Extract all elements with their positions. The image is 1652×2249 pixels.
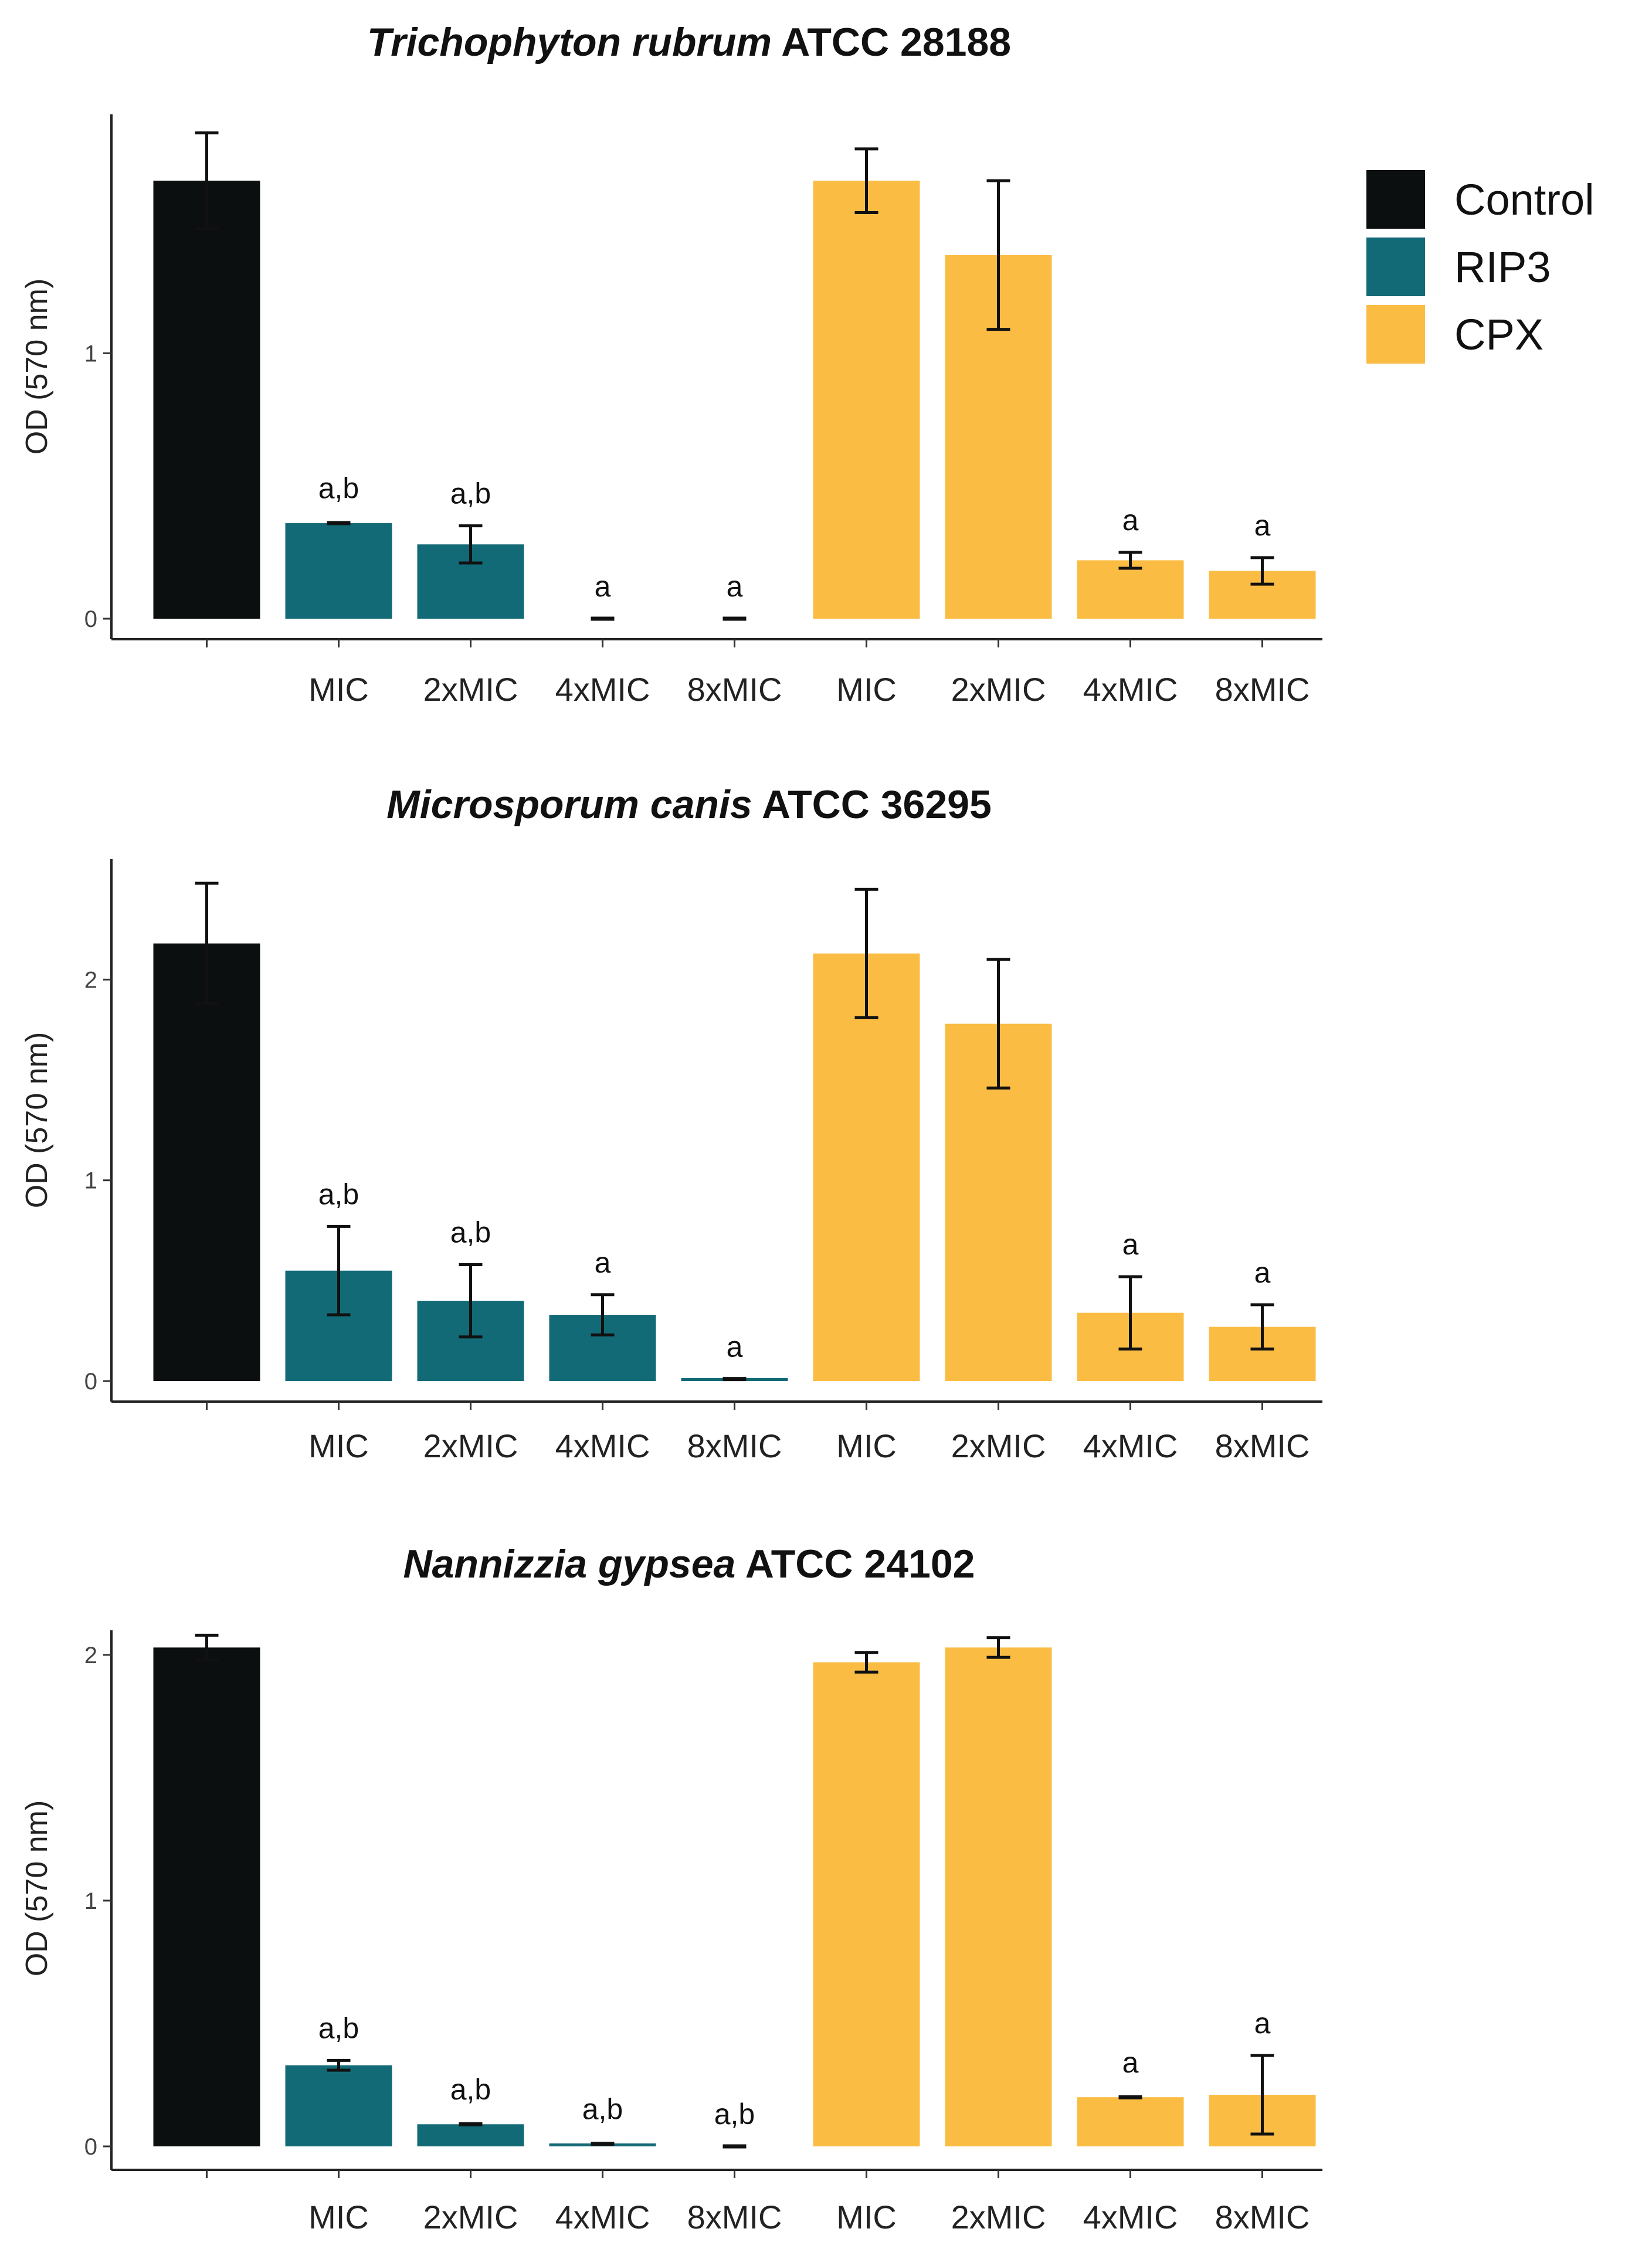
bar-cpx [813, 1662, 920, 2146]
significance-label: a,b [318, 472, 359, 505]
x-tick-label: 2xMIC [951, 671, 1046, 708]
y-tick-label: 0 [84, 606, 97, 632]
significance-label: a [595, 1246, 611, 1279]
x-tick-label: 4xMIC [555, 671, 650, 708]
x-tick-label: 4xMIC [1083, 671, 1178, 708]
panel-title: Microsporum canis ATCC 36295 [386, 782, 992, 827]
panel-3: Nannizzia gypsea ATCC 24102 OD (570 nm) 0 1… [20, 1542, 1322, 2236]
bar-rip3 [417, 2124, 524, 2146]
y-tick-label: 1 [84, 1168, 97, 1194]
bar-rip3 [285, 523, 392, 619]
x-tick-label: 8xMIC [1215, 2199, 1310, 2236]
x-tick-label: 4xMIC [1083, 1427, 1178, 1464]
x-tick-label: 8xMIC [687, 671, 782, 708]
bar-cpx [813, 953, 920, 1381]
x-tick-label: 2xMIC [423, 2199, 518, 2236]
panel-title-strain: ATCC 28188 [772, 20, 1011, 65]
y-tick-label: 1 [84, 1888, 97, 1914]
significance-label: a [1122, 504, 1139, 537]
bar-control [153, 943, 260, 1381]
panel-title-species: Nannizzia gypsea [403, 1542, 735, 1586]
panel-title-species: Microsporum canis [386, 782, 752, 827]
significance-label: a,b [318, 2011, 359, 2044]
panel-2: Microsporum canis ATCC 36295 OD (570 nm) 0… [20, 782, 1322, 1464]
y-tick-label: 0 [84, 1369, 97, 1395]
panel-title-strain: ATCC 36295 [752, 782, 992, 827]
x-tick-label: 4xMIC [1083, 2199, 1178, 2236]
significance-label: a [727, 1331, 743, 1363]
significance-label: a [595, 570, 611, 603]
y-tick-label: 2 [84, 1643, 97, 1668]
panel-title: Trichophyton rubrum ATCC 28188 [367, 20, 1011, 65]
x-tick-label: MIC [308, 1427, 369, 1464]
legend-swatch-control [1366, 170, 1425, 229]
bar-cpx [945, 1647, 1052, 2146]
significance-label: a,b [714, 2098, 755, 2131]
panel-title-species: Trichophyton rubrum [367, 20, 772, 65]
legend-label: RIP3 [1454, 243, 1551, 291]
bar-control [153, 181, 260, 619]
bar-cpx [1077, 560, 1184, 619]
significance-label: a [1122, 2046, 1139, 2079]
x-tick-label: 4xMIC [555, 2199, 650, 2236]
x-tick-label: 4xMIC [555, 1427, 650, 1464]
panel-title-strain: ATCC 24102 [735, 1542, 975, 1586]
x-tick-label: 8xMIC [687, 2199, 782, 2236]
x-tick-label: MIC [836, 2199, 897, 2236]
x-tick-label: MIC [308, 671, 369, 708]
bar-rip3 [285, 2065, 392, 2146]
x-tick-label: 2xMIC [951, 1427, 1046, 1464]
legend-swatch-cpx [1366, 305, 1425, 364]
significance-label: a,b [582, 2093, 623, 2126]
panel-1: Trichophyton rubrum ATCC 28188 OD (570 nm… [20, 20, 1322, 708]
y-tick-label: 0 [84, 2134, 97, 2160]
x-tick-label: 2xMIC [423, 1427, 518, 1464]
x-tick-label: 8xMIC [687, 1427, 782, 1464]
bar-control [153, 1647, 260, 2146]
legend-label: Control [1454, 175, 1595, 224]
bar-cpx [1077, 2097, 1184, 2146]
significance-label: a,b [450, 2073, 491, 2106]
significance-label: a [727, 570, 743, 603]
significance-label: a,b [450, 477, 491, 510]
legend-label: CPX [1454, 310, 1544, 359]
significance-label: a,b [450, 1216, 491, 1249]
x-tick-label: 8xMIC [1215, 671, 1310, 708]
x-tick-label: MIC [836, 671, 897, 708]
x-tick-label: 2xMIC [423, 671, 518, 708]
y-axis-label: OD (570 nm) [20, 1800, 54, 1977]
x-tick-label: MIC [836, 1427, 897, 1464]
significance-label: a [1254, 2007, 1271, 2040]
legend: Control RIP3 CPX [1366, 170, 1595, 364]
significance-label: a [1254, 1256, 1271, 1289]
y-tick-label: 1 [84, 341, 97, 367]
y-axis-label: OD (570 nm) [20, 279, 54, 455]
y-axis-label: OD (570 nm) [20, 1032, 54, 1209]
x-tick-label: 8xMIC [1215, 1427, 1310, 1464]
x-tick-label: MIC [308, 2199, 369, 2236]
significance-label: a [1254, 509, 1271, 542]
panel-title: Nannizzia gypsea ATCC 24102 [403, 1542, 975, 1586]
x-tick-label: 2xMIC [951, 2199, 1046, 2236]
y-tick-label: 2 [84, 967, 97, 993]
bar-cpx [813, 181, 920, 619]
legend-swatch-rip3 [1366, 238, 1425, 296]
significance-label: a,b [318, 1178, 359, 1210]
significance-label: a [1122, 1228, 1139, 1261]
